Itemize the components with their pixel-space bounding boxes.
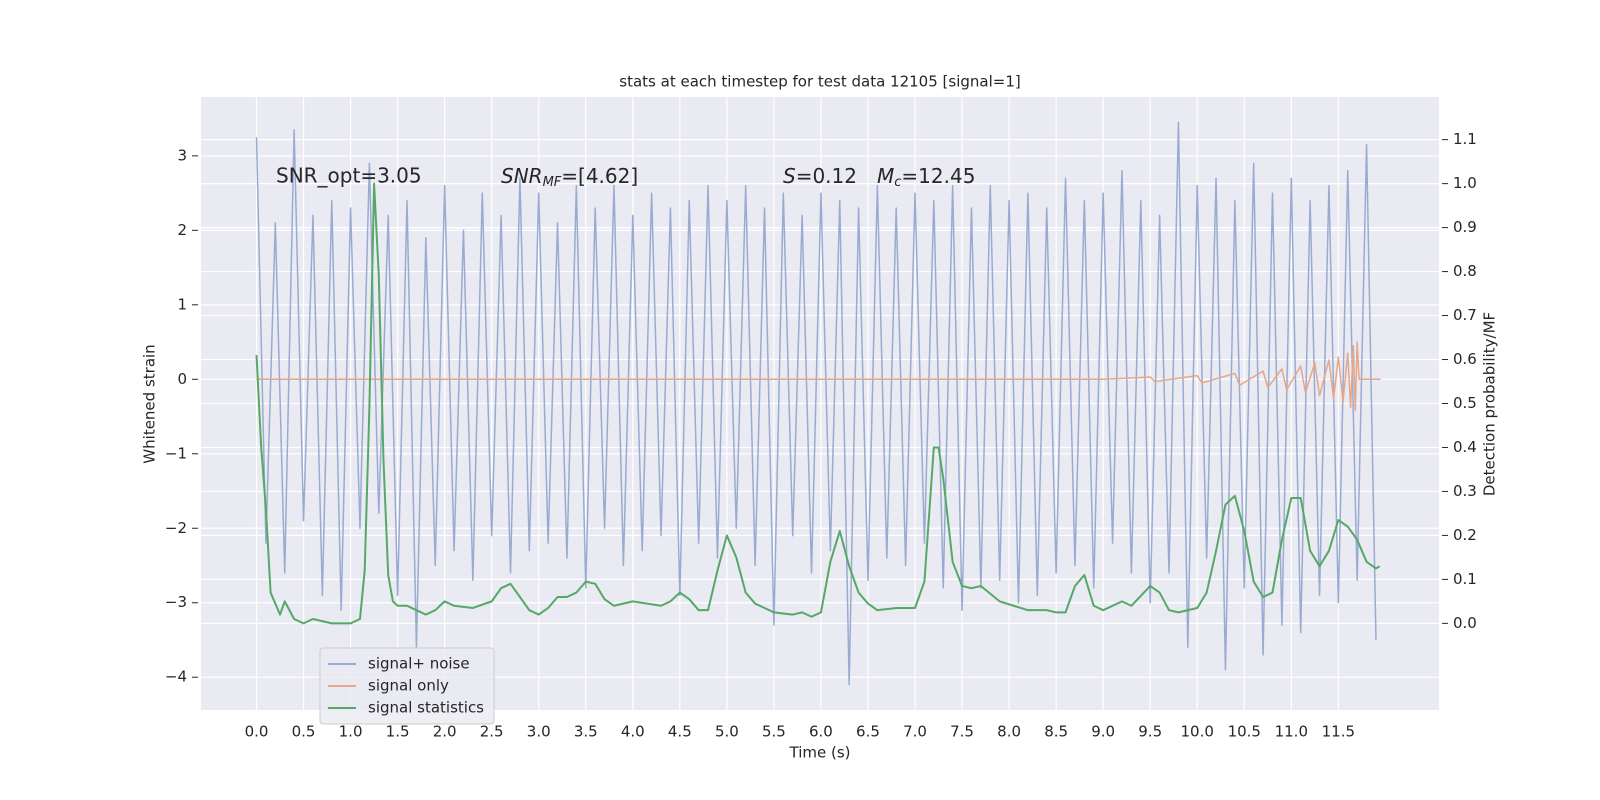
- y2-tick-label: 0.2: [1453, 526, 1477, 544]
- series-line: [256, 341, 1381, 412]
- legend-label: signal statistics: [368, 699, 484, 717]
- annotation-part: c: [894, 175, 901, 190]
- y-tick-label: −2: [165, 519, 187, 537]
- annotation-part: M: [877, 164, 894, 188]
- x-tick-label: 8.0: [997, 723, 1021, 741]
- y2-tick-label: 0.6: [1453, 350, 1477, 368]
- x-tick-label: 6.0: [809, 723, 833, 741]
- y-tick-label: 2: [177, 221, 187, 239]
- x-tick-label: 2.0: [433, 723, 457, 741]
- annotation: Mc=12.45: [877, 164, 975, 190]
- x-tick-label: 10.5: [1228, 723, 1261, 741]
- x-tick-label: 4.0: [621, 723, 645, 741]
- y2-tick-label: 1.1: [1453, 130, 1477, 148]
- y2-tick-label: 0.3: [1453, 482, 1477, 500]
- x-tick-label: 0.5: [292, 723, 316, 741]
- y2-tick-label: 0.5: [1453, 394, 1477, 412]
- x-tick-label: 9.0: [1091, 723, 1115, 741]
- grid: [201, 97, 1439, 710]
- x-tick-label: 10.0: [1181, 723, 1214, 741]
- y2-tick-label: 0.7: [1453, 306, 1477, 324]
- x-tick-label: 1.5: [386, 723, 410, 741]
- annotation: S=0.12: [783, 164, 857, 188]
- x-tick-label: 5.5: [762, 723, 786, 741]
- x-tick-label: 4.5: [668, 723, 692, 741]
- annotation-part: SNR: [501, 164, 543, 188]
- y2-tick-label: 0.0: [1453, 614, 1477, 632]
- series-layer: [255, 121, 1381, 686]
- x-tick-label: 0.0: [245, 723, 269, 741]
- y-tick-label: 1: [177, 295, 187, 313]
- annotation-part: =[4.62]: [561, 164, 638, 188]
- chart-title: stats at each timestep for test data 121…: [619, 73, 1020, 91]
- y-tick-label: 0: [177, 370, 187, 388]
- y-tick-label: −3: [165, 593, 187, 611]
- annotation-part: =12.45: [901, 164, 975, 188]
- y2-tick-label: 1.0: [1453, 174, 1477, 192]
- legend-frame: [319, 647, 495, 725]
- y2-tick-label: 0.9: [1453, 218, 1477, 236]
- legend-label: signal+ noise: [368, 655, 470, 673]
- series-line: [255, 121, 1377, 686]
- x-tick-label: 5.0: [715, 723, 739, 741]
- annotation: SNRMF=[4.62]: [501, 164, 638, 190]
- y2-tick-label: 0.1: [1453, 570, 1477, 588]
- y2-axis-label: Detection probability/MF: [1481, 312, 1499, 496]
- x-tick-label: 9.5: [1138, 723, 1162, 741]
- x-tick-label: 1.0: [339, 723, 363, 741]
- x-tick-label: 2.5: [480, 723, 504, 741]
- legend-label: signal only: [368, 677, 449, 695]
- annotation-part: MF: [543, 175, 562, 190]
- x-tick-label: 8.5: [1044, 723, 1068, 741]
- y-tick-label: 3: [177, 146, 187, 164]
- x-tick-label: 11.0: [1275, 723, 1308, 741]
- series-line: [255, 182, 1381, 625]
- x-axis-label: Time (s): [789, 744, 851, 762]
- annotation-part: =0.12: [796, 164, 857, 188]
- y2-tick-label: 0.4: [1453, 438, 1477, 456]
- x-tick-label: 6.5: [856, 723, 880, 741]
- y-tick-label: −1: [165, 444, 187, 462]
- annotation: SNR_opt=3.05: [276, 164, 422, 188]
- annotation-part: S: [783, 164, 796, 188]
- x-tick-label: 3.0: [527, 723, 551, 741]
- x-tick-label: 7.5: [950, 723, 974, 741]
- y-tick-label: −4: [165, 668, 187, 686]
- y-axis-label: Whitened strain: [141, 344, 159, 463]
- x-tick-label: 7.0: [903, 723, 927, 741]
- legend: signal+ noise signal only signal statistic…: [319, 647, 495, 725]
- x-tick-label: 3.5: [574, 723, 598, 741]
- y2-tick-label: 0.8: [1453, 262, 1477, 280]
- x-tick-label: 11.5: [1322, 723, 1355, 741]
